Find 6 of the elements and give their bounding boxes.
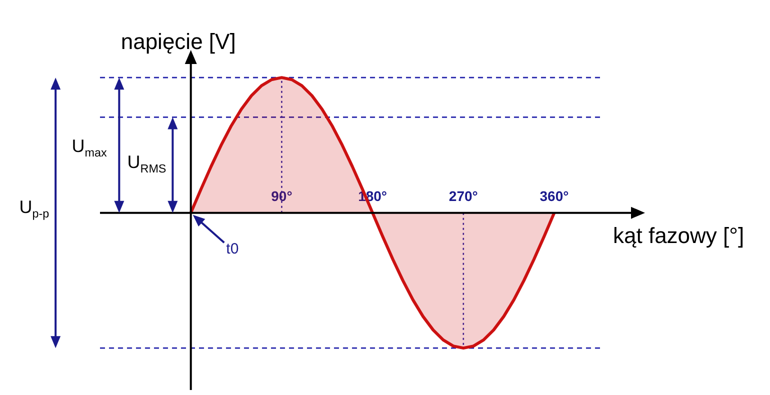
annotation: t0	[226, 240, 239, 258]
x-tick-label: 270°	[448, 188, 478, 204]
y-axis-title: napięcie [V]	[120, 29, 236, 54]
x-tick-label: 360°	[540, 188, 569, 204]
x-axis-title: kąt fazowy [°]	[613, 222, 744, 248]
x-tick-label: 90°	[271, 188, 292, 204]
